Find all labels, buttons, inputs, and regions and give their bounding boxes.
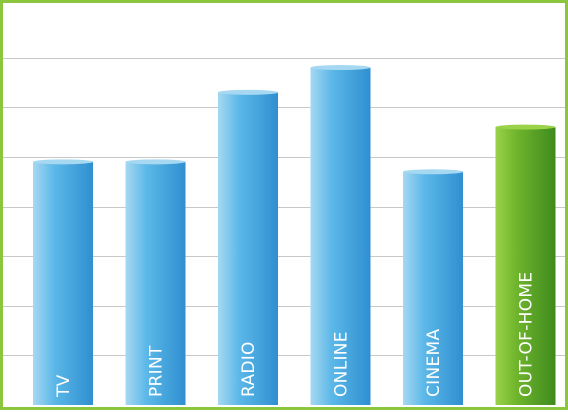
- bar-cinema: CINEMA: [403, 169, 463, 405]
- grid-lines: [3, 58, 565, 356]
- bar-label: ONLINE: [332, 331, 352, 397]
- bar-radio: RADIO: [218, 89, 278, 406]
- bar-body: [33, 161, 93, 405]
- bar-cap: [125, 159, 186, 165]
- bar-body: [310, 67, 371, 406]
- bar-label: PRINT: [147, 345, 167, 397]
- bar-body: [218, 92, 278, 406]
- bar-cap: [495, 124, 556, 130]
- bars: TV PRINT RADIO ONLINE CINEMA OUT-OF-HOME: [33, 65, 556, 406]
- bar-body: [403, 171, 463, 405]
- bar-label: OUT-OF-HOME: [517, 272, 537, 397]
- bar-body: [495, 127, 556, 405]
- bar-tv: TV: [33, 159, 93, 405]
- bar-cap: [403, 169, 463, 175]
- bar-label: RADIO: [239, 341, 259, 397]
- bar-label: TV: [54, 374, 74, 398]
- bar-out-of-home: OUT-OF-HOME: [495, 124, 556, 405]
- bar-online: ONLINE: [310, 65, 371, 406]
- bar-print: PRINT: [125, 159, 186, 405]
- bar-label: CINEMA: [424, 328, 444, 397]
- bar-body: [125, 161, 186, 405]
- bar-cap: [33, 159, 93, 165]
- bar-cap: [310, 65, 371, 71]
- bar-cap: [218, 89, 278, 95]
